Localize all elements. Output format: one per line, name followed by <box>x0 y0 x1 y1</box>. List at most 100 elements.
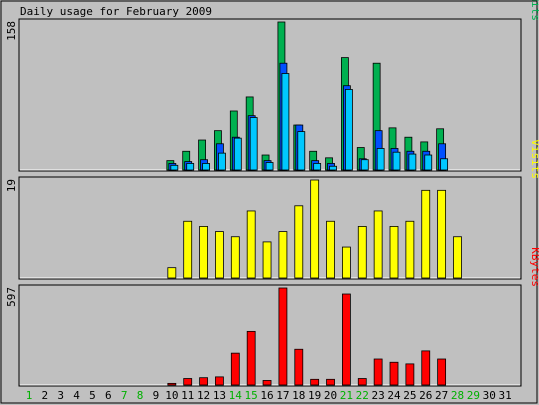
visits-panel-ymax-label: 19 <box>5 179 18 192</box>
visits-bar <box>230 236 240 279</box>
kbytes-bar <box>215 376 224 386</box>
kbytes-bar <box>183 378 193 386</box>
day-label: 7 <box>121 389 128 402</box>
visits-bar <box>405 220 415 279</box>
visits-bar <box>341 246 351 279</box>
day-label: 9 <box>153 389 160 402</box>
day-label: 15 <box>245 389 258 402</box>
day-label: 22 <box>356 389 369 402</box>
visits-bar <box>183 220 193 279</box>
visits-bar <box>246 210 256 279</box>
kbytes-bar <box>199 377 208 386</box>
day-label: 11 <box>181 389 194 402</box>
day-label: 28 <box>451 389 464 402</box>
pages-bar <box>408 153 417 171</box>
day-label: 16 <box>260 389 273 402</box>
day-label: 13 <box>213 389 226 402</box>
kbytes-panel-ymax-label: 597 <box>5 287 18 307</box>
pages-bar <box>392 151 401 171</box>
hits-panel-ylabel: Pages/Files/Hits <box>529 0 539 21</box>
kbytes-panel-ylabel: KBytes <box>529 247 539 287</box>
pages-bar <box>329 165 337 171</box>
kbytes-panel-ylabel-part: KBytes <box>529 247 539 287</box>
visits-bar <box>278 231 288 279</box>
visits-bar <box>310 179 320 279</box>
pages-bar <box>360 159 369 171</box>
visits-bar <box>326 220 335 279</box>
day-label: 6 <box>105 389 112 402</box>
kbytes-bar <box>421 350 431 386</box>
kbytes-bar <box>262 380 272 386</box>
day-label: 18 <box>292 389 305 402</box>
chart-title: Daily usage for February 2009 <box>20 5 212 18</box>
hits-panel-ylabel-part: Hits <box>529 0 539 21</box>
visits-bar <box>437 189 447 279</box>
hits-panel-frame <box>18 18 522 172</box>
day-label: 1 <box>26 389 33 402</box>
day-label: 23 <box>372 389 385 402</box>
kbytes-panel-frame <box>18 284 522 387</box>
day-label: 24 <box>387 389 401 402</box>
day-label: 3 <box>57 389 64 402</box>
kbytes-bar <box>373 358 383 386</box>
visits-bar <box>389 226 399 279</box>
pages-bar <box>440 158 449 171</box>
pages-bar <box>218 152 226 171</box>
visits-bar <box>294 205 304 279</box>
day-label: 17 <box>276 389 289 402</box>
visits-bar <box>373 210 383 279</box>
day-label: 26 <box>419 389 432 402</box>
day-label: 12 <box>197 389 210 402</box>
visits-bar <box>215 231 224 279</box>
pages-bar <box>297 131 306 171</box>
day-label: 20 <box>324 389 337 402</box>
pages-bar <box>281 73 290 171</box>
day-label: 25 <box>403 389 416 402</box>
day-label: 14 <box>229 389 243 402</box>
kbytes-bar <box>230 352 240 386</box>
day-labels: 1 2 3 4 5 6 7 8 9 10 11 12 13 14 15 16 17 18 19 20 21 22 23 24 2… <box>26 389 512 402</box>
day-label: 5 <box>89 389 96 402</box>
kbytes-bar <box>310 378 320 386</box>
visits-bar <box>167 267 177 279</box>
day-label: 4 <box>73 389 80 402</box>
day-label: 31 <box>498 389 511 402</box>
pages-bar <box>344 89 353 171</box>
day-label: 19 <box>308 389 321 402</box>
visits-bar <box>453 236 462 279</box>
kbytes-bar <box>278 287 288 386</box>
kbytes-bar <box>246 330 256 386</box>
visits-panel-frame <box>18 176 522 280</box>
day-label: 2 <box>42 389 49 402</box>
kbytes-bar <box>357 378 367 386</box>
pages-bar <box>233 137 242 171</box>
kbytes-bar <box>167 382 177 386</box>
day-label: 21 <box>340 389 353 402</box>
pages-bar <box>376 148 385 171</box>
visits-bar <box>421 189 431 279</box>
day-label: 10 <box>165 389 178 402</box>
visits-bar <box>199 226 208 279</box>
visits-panel-ylabel-part: Visits <box>529 139 539 179</box>
day-label: 27 <box>435 389 448 402</box>
kbytes-bar <box>437 358 447 386</box>
visits-bar <box>262 241 272 279</box>
pages-bar <box>265 162 274 171</box>
visits-panel-ylabel: Visits <box>529 139 539 179</box>
pages-bar <box>313 163 322 171</box>
visits-bar <box>357 226 367 279</box>
pages-bar <box>424 154 433 171</box>
pages-bar <box>170 164 179 171</box>
kbytes-bar <box>405 363 415 386</box>
kbytes-bar <box>326 378 335 386</box>
day-label: 8 <box>137 389 144 402</box>
kbytes-bar <box>341 293 351 386</box>
hits-panel-ymax-label: 158 <box>5 21 18 41</box>
kbytes-bar <box>294 348 304 386</box>
kbytes-bar <box>389 361 399 386</box>
pages-bar <box>202 163 210 171</box>
pages-bar <box>249 117 258 171</box>
